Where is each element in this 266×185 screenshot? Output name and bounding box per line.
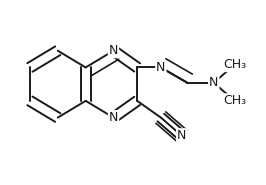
Text: CH₃: CH₃ — [223, 94, 246, 107]
Text: N: N — [156, 61, 165, 74]
Text: CH₃: CH₃ — [223, 58, 246, 71]
Text: N: N — [109, 111, 118, 124]
Text: N: N — [209, 76, 218, 89]
Text: N: N — [177, 129, 186, 142]
Text: N: N — [109, 44, 118, 57]
